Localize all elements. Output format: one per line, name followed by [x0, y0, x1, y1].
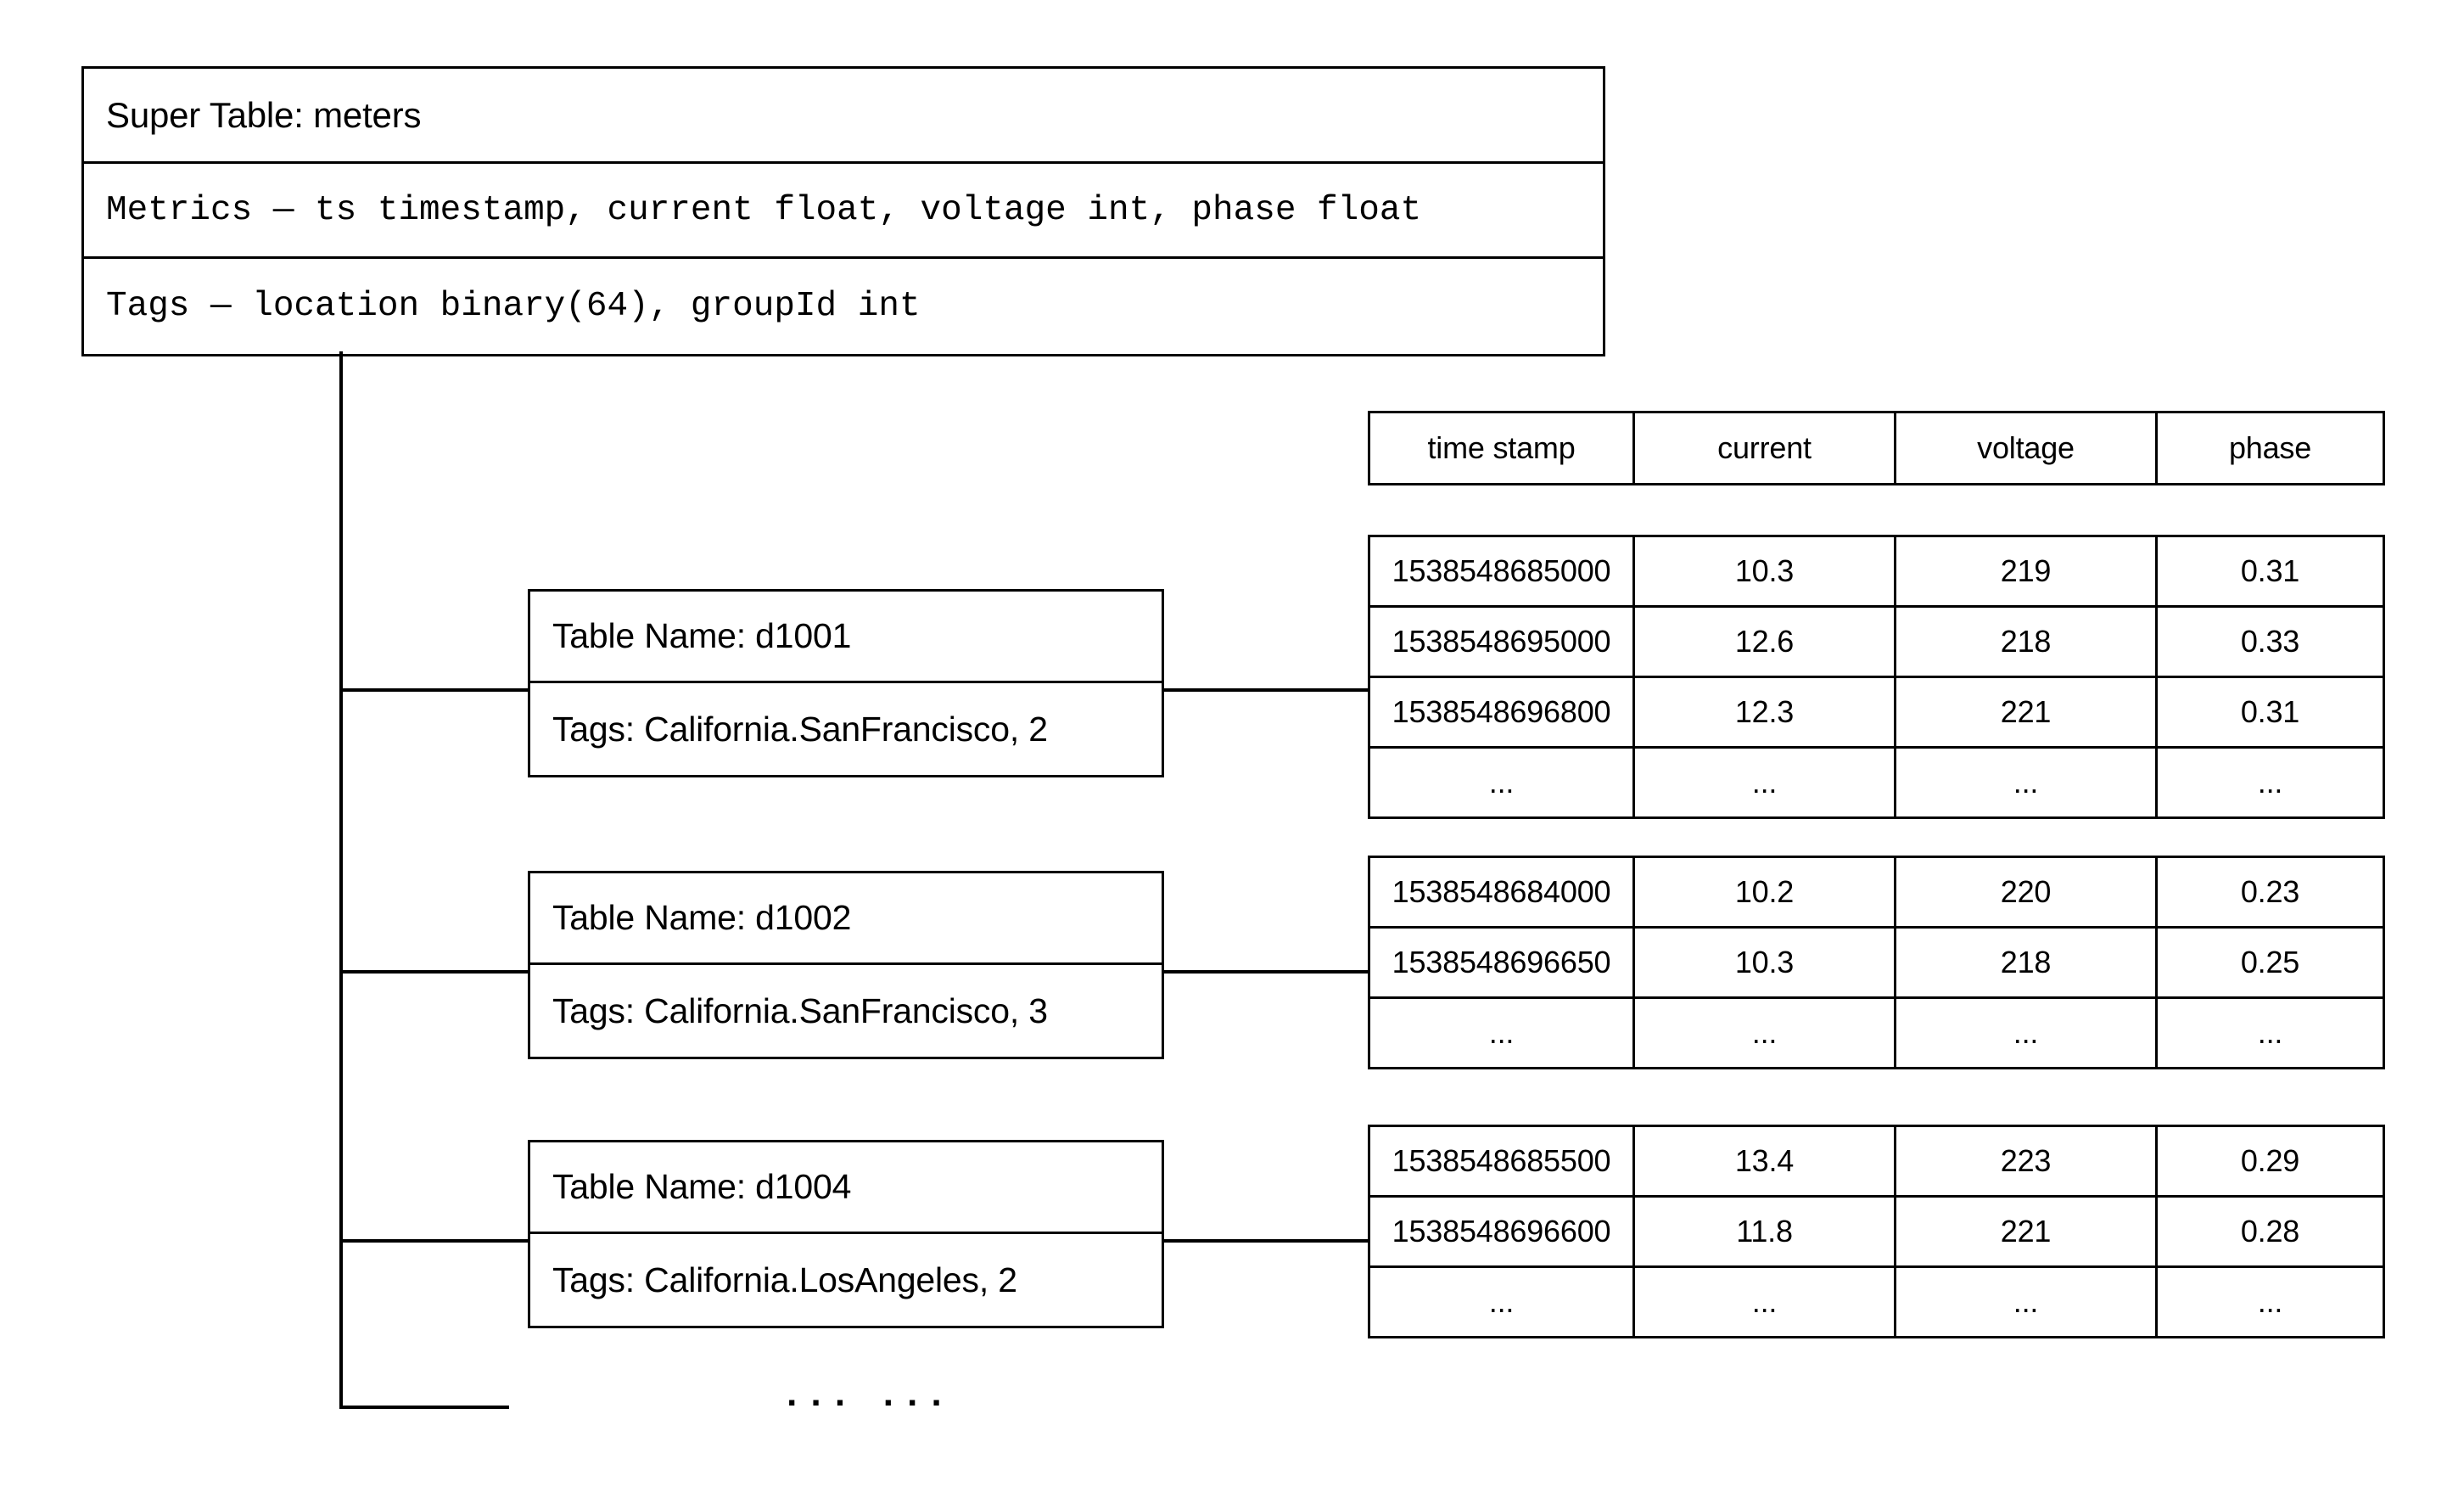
cell-current: 12.6 [1632, 605, 1896, 678]
branch-line-d1001 [339, 688, 531, 692]
cell-phase: 0.29 [2155, 1125, 2385, 1198]
cell-current: 12.3 [1632, 676, 1896, 749]
cell-voltage: ... [1894, 1265, 2158, 1338]
cell-phase: 0.31 [2155, 676, 2385, 749]
super-table-tags-row: Tags — location binary(64), groupId int [84, 259, 1603, 354]
cell-phase: 0.33 [2155, 605, 2385, 678]
connector-line-d1001-data [1162, 688, 1368, 692]
super-table-metrics-row: Metrics — ts timestamp, current float, v… [84, 164, 1603, 259]
cell-timestamp: 1538548684000 [1368, 856, 1635, 929]
table-row: 1538548684000 10.2 220 0.23 [1368, 856, 2385, 929]
cell-timestamp: 1538548695000 [1368, 605, 1635, 678]
cell-timestamp: 1538548696600 [1368, 1195, 1635, 1268]
cell-timestamp: 1538548685000 [1368, 535, 1635, 608]
sub-table-name-row-d1004: Table Name: d1004 [530, 1142, 1162, 1234]
cell-voltage: 218 [1894, 605, 2158, 678]
cell-voltage: 223 [1894, 1125, 2158, 1198]
cell-phase: 0.23 [2155, 856, 2385, 929]
super-table-metrics: Metrics — ts timestamp, current float, v… [106, 190, 1422, 230]
cell-voltage: 221 [1894, 676, 2158, 749]
cell-current: 10.2 [1632, 856, 1896, 929]
cell-current: 13.4 [1632, 1125, 1896, 1198]
super-table-tags: Tags — location binary(64), groupId int [106, 287, 921, 326]
sub-table-tags-row-d1004: Tags: California.LosAngeles, 2 [530, 1234, 1162, 1326]
cell-phase: ... [2155, 746, 2385, 819]
sub-table-tags-label-d1004: Tags: California.LosAngeles, 2 [552, 1260, 1017, 1299]
cell-current: 10.3 [1632, 926, 1896, 999]
column-header-phase: phase [2155, 411, 2385, 485]
sub-table-tags-label-d1002: Tags: California.SanFrancisco, 3 [552, 990, 1048, 1030]
cell-voltage: 220 [1894, 856, 2158, 929]
cell-current: ... [1632, 1265, 1896, 1338]
cell-current: 10.3 [1632, 535, 1896, 608]
table-row: 1538548696650 10.3 218 0.25 [1368, 926, 2385, 999]
cell-timestamp: ... [1368, 746, 1635, 819]
table-row-ellipsis: ... ... ... ... [1368, 996, 2385, 1069]
branch-line-d1004 [339, 1239, 531, 1243]
sub-table-tags-row-d1002: Tags: California.SanFrancisco, 3 [530, 965, 1162, 1057]
table-row: 1538548696600 11.8 221 0.28 [1368, 1195, 2385, 1268]
cell-timestamp: ... [1368, 996, 1635, 1069]
cell-phase: ... [2155, 1265, 2385, 1338]
cell-voltage: 221 [1894, 1195, 2158, 1268]
cell-voltage: ... [1894, 746, 2158, 819]
table-row: 1538548695000 12.6 218 0.33 [1368, 605, 2385, 678]
sub-table-tags-row-d1001: Tags: California.SanFrancisco, 2 [530, 683, 1162, 775]
cell-phase: ... [2155, 996, 2385, 1069]
super-table-title-row: Super Table: meters [84, 69, 1603, 164]
cell-timestamp: ... [1368, 1265, 1635, 1338]
sub-table-name-row-d1001: Table Name: d1001 [530, 592, 1162, 683]
cell-timestamp: 1538548696650 [1368, 926, 1635, 999]
data-table-d1001: 1538548685000 10.3 219 0.31 153854869500… [1368, 535, 2385, 819]
table-header-row: time stamp current voltage phase [1368, 411, 2385, 485]
cell-phase: 0.31 [2155, 535, 2385, 608]
super-table-box: Super Table: meters Metrics — ts timesta… [81, 66, 1605, 356]
data-table-d1004: 1538548685500 13.4 223 0.29 153854869660… [1368, 1125, 2385, 1338]
super-table-title: Super Table: meters [106, 94, 422, 135]
column-header-current: current [1632, 411, 1896, 485]
branch-line-d1002 [339, 970, 531, 974]
sub-table-box-d1001: Table Name: d1001 Tags: California.SanFr… [528, 589, 1164, 777]
sub-table-name-row-d1002: Table Name: d1002 [530, 873, 1162, 965]
cell-timestamp: 1538548696800 [1368, 676, 1635, 749]
cell-current: ... [1632, 746, 1896, 819]
column-header-time-stamp: time stamp [1368, 411, 1635, 485]
cell-voltage: ... [1894, 996, 2158, 1069]
connector-line-d1004-data [1162, 1239, 1368, 1243]
sub-table-name-label-d1001: Table Name: d1001 [552, 616, 852, 655]
sub-table-box-d1002: Table Name: d1002 Tags: California.SanFr… [528, 871, 1164, 1059]
table-row: 1538548696800 12.3 221 0.31 [1368, 676, 2385, 749]
cell-voltage: 219 [1894, 535, 2158, 608]
sub-table-box-d1004: Table Name: d1004 Tags: California.LosAn… [528, 1140, 1164, 1328]
cell-timestamp: 1538548685500 [1368, 1125, 1635, 1198]
connector-line-d1002-data [1162, 970, 1368, 974]
column-header-voltage: voltage [1894, 411, 2158, 485]
data-table-header: time stamp current voltage phase [1368, 411, 2385, 485]
table-row-ellipsis: ... ... ... ... [1368, 746, 2385, 819]
trunk-vertical-line [339, 351, 343, 1409]
cell-current: ... [1632, 996, 1896, 1069]
table-row-ellipsis: ... ... ... ... [1368, 1265, 2385, 1338]
table-row: 1538548685500 13.4 223 0.29 [1368, 1125, 2385, 1198]
data-table-d1002: 1538548684000 10.2 220 0.23 153854869665… [1368, 856, 2385, 1069]
cell-phase: 0.28 [2155, 1195, 2385, 1268]
sub-table-name-label-d1004: Table Name: d1004 [552, 1167, 852, 1206]
sub-table-name-label-d1002: Table Name: d1002 [552, 898, 852, 937]
table-row: 1538548685000 10.3 219 0.31 [1368, 535, 2385, 608]
cell-phase: 0.25 [2155, 926, 2385, 999]
sub-table-tags-label-d1001: Tags: California.SanFrancisco, 2 [552, 709, 1048, 749]
more-tables-ellipsis: ... ... [781, 1375, 949, 1417]
branch-line-more [339, 1406, 509, 1409]
cell-voltage: 218 [1894, 926, 2158, 999]
cell-current: 11.8 [1632, 1195, 1896, 1268]
